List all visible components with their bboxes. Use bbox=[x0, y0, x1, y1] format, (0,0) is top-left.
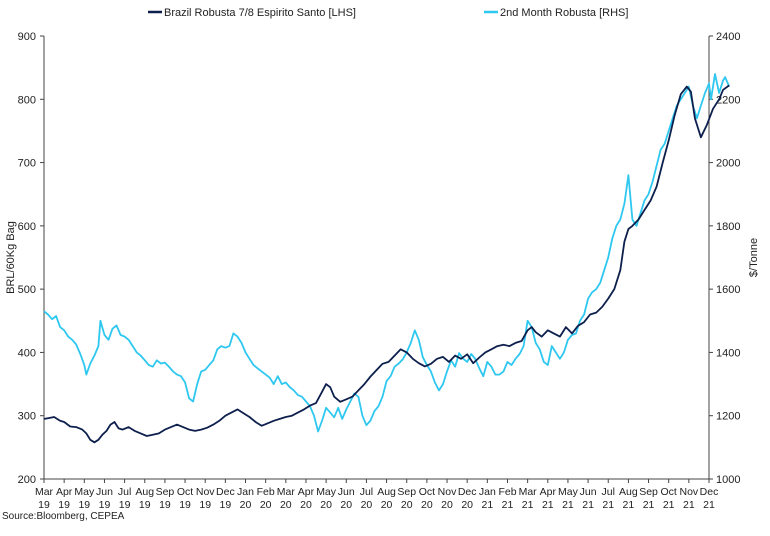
series-line-2nd-month-robusta bbox=[43, 73, 731, 433]
x-tick-month: May bbox=[558, 486, 579, 498]
x-tick-month: Oct bbox=[661, 486, 677, 498]
x-tick-month: May bbox=[74, 486, 95, 498]
x-tick-month: Feb bbox=[257, 486, 275, 498]
right-tick-label: 2400 bbox=[716, 31, 740, 43]
x-tick-month: Dec bbox=[700, 486, 719, 498]
right-axis-title: $/Tonne bbox=[748, 238, 760, 277]
legend-label: Brazil Robusta 7/8 Espirito Santo [LHS] bbox=[164, 7, 356, 19]
x-tick-month: Sep bbox=[156, 486, 175, 498]
x-tick-month: Feb bbox=[498, 486, 516, 498]
x-tick-month: Jul bbox=[360, 486, 373, 498]
x-tick-month: Jan bbox=[479, 486, 496, 498]
chart-lines bbox=[43, 73, 731, 444]
left-axis-title: BRL/60Kg Bag bbox=[5, 221, 17, 294]
right-tick-label: 1400 bbox=[716, 347, 740, 359]
x-tick-year: 20 bbox=[240, 499, 252, 511]
x-tick-year: 21 bbox=[562, 499, 574, 511]
x-tick-year: 21 bbox=[542, 499, 554, 511]
x-tick-year: 20 bbox=[260, 499, 272, 511]
left-tick-label: 500 bbox=[18, 284, 36, 296]
left-tick-label: 200 bbox=[18, 474, 36, 486]
x-tick-year: 19 bbox=[119, 499, 131, 511]
x-tick-year: 21 bbox=[703, 499, 715, 511]
x-tick-month: Sep bbox=[639, 486, 658, 498]
x-tick-month: Aug bbox=[377, 486, 396, 498]
x-tick-month: Apr bbox=[298, 486, 315, 498]
x-tick-month: Aug bbox=[619, 486, 638, 498]
right-tick-label: 2000 bbox=[716, 158, 740, 170]
right-tick-label: 1200 bbox=[716, 411, 740, 423]
x-tick-year: 21 bbox=[663, 499, 675, 511]
x-tick-month: Jun bbox=[580, 486, 597, 498]
x-tick-year: 21 bbox=[522, 499, 534, 511]
x-tick-year: 19 bbox=[220, 499, 232, 511]
x-tick-year: 21 bbox=[643, 499, 655, 511]
right-tick-label: 1000 bbox=[716, 474, 740, 486]
x-tick-year: 20 bbox=[340, 499, 352, 511]
left-tick-label: 900 bbox=[18, 31, 36, 43]
left-tick-label: 700 bbox=[18, 158, 36, 170]
x-tick-month: Apr bbox=[56, 486, 73, 498]
x-tick-year: 19 bbox=[199, 499, 211, 511]
x-tick-year: 20 bbox=[280, 499, 292, 511]
x-tick-month: Mar bbox=[519, 486, 538, 498]
x-tick-year: 20 bbox=[441, 499, 453, 511]
x-tick-month: Nov bbox=[680, 486, 699, 498]
x-tick-month: Aug bbox=[135, 486, 154, 498]
x-tick-month: Dec bbox=[458, 486, 477, 498]
x-tick-year: 21 bbox=[582, 499, 594, 511]
x-tick-year: 20 bbox=[461, 499, 473, 511]
x-tick-month: Nov bbox=[438, 486, 457, 498]
x-tick-month: Jul bbox=[118, 486, 131, 498]
x-tick-month: Jan bbox=[237, 486, 254, 498]
x-tick-year: 20 bbox=[300, 499, 312, 511]
x-tick-year: 21 bbox=[623, 499, 635, 511]
x-tick-year: 20 bbox=[361, 499, 373, 511]
x-tick-month: Jul bbox=[602, 486, 615, 498]
source-note: Source:Bloomberg, CEPEA bbox=[2, 511, 125, 522]
x-tick-month: May bbox=[316, 486, 337, 498]
x-tick-year: 21 bbox=[481, 499, 493, 511]
chart-legend: Brazil Robusta 7/8 Espirito Santo [LHS] 2… bbox=[148, 7, 628, 19]
x-tick-month: Oct bbox=[419, 486, 435, 498]
x-tick-year: 19 bbox=[179, 499, 191, 511]
right-tick-label: 1800 bbox=[716, 221, 740, 233]
x-tick-month: Mar bbox=[35, 486, 54, 498]
series-line-brazil-robusta bbox=[43, 84, 730, 444]
x-tick-month: Oct bbox=[177, 486, 193, 498]
left-tick-label: 400 bbox=[18, 347, 36, 359]
x-tick-year: 21 bbox=[683, 499, 695, 511]
x-tick-month: Jun bbox=[96, 486, 113, 498]
x-tick-year: 21 bbox=[502, 499, 514, 511]
x-tick-year: 19 bbox=[139, 499, 151, 511]
x-tick-year: 20 bbox=[320, 499, 332, 511]
legend-label: 2nd Month Robusta [RHS] bbox=[500, 7, 628, 19]
left-tick-label: 800 bbox=[18, 94, 36, 106]
x-tick-year: 21 bbox=[602, 499, 614, 511]
x-tick-month: Dec bbox=[216, 486, 235, 498]
x-tick-month: Mar bbox=[277, 486, 296, 498]
left-tick-label: 300 bbox=[18, 411, 36, 423]
chart-axes: 200 300 400 500 600 700 800 900 1000 1200 1400 1600… bbox=[5, 31, 760, 511]
x-tick-year: 20 bbox=[421, 499, 433, 511]
x-tick-month: Sep bbox=[397, 486, 416, 498]
left-tick-label: 600 bbox=[18, 221, 36, 233]
x-tick-month: Apr bbox=[540, 486, 557, 498]
x-tick-year: 19 bbox=[58, 499, 70, 511]
x-tick-year: 19 bbox=[99, 499, 111, 511]
right-tick-label: 1600 bbox=[716, 284, 740, 296]
x-tick-year: 20 bbox=[381, 499, 393, 511]
x-tick-year: 19 bbox=[78, 499, 90, 511]
x-tick-year: 19 bbox=[159, 499, 171, 511]
x-tick-year: 20 bbox=[401, 499, 413, 511]
right-tick-label: 2200 bbox=[716, 94, 740, 106]
x-tick-year: 19 bbox=[38, 499, 50, 511]
x-tick-month: Jun bbox=[338, 486, 355, 498]
x-tick-month: Nov bbox=[196, 486, 215, 498]
